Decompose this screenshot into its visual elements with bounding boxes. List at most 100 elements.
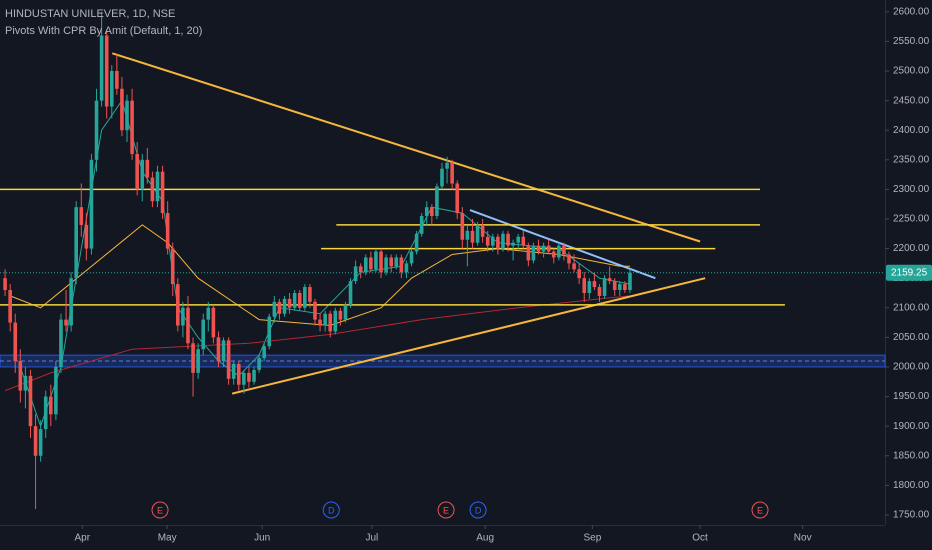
candle-body	[236, 364, 241, 385]
candle-body	[369, 257, 373, 270]
candle-body	[155, 171, 160, 202]
plot	[0, 11, 886, 510]
y-tick-label: 1800.00	[893, 480, 930, 491]
candle-body	[531, 245, 536, 261]
candle-body	[287, 298, 292, 308]
candle-body	[277, 301, 282, 314]
candle-body	[557, 245, 561, 258]
y-tick-label: 1950.00	[893, 391, 930, 402]
candle-body	[181, 307, 185, 326]
trend-line	[469, 209, 656, 280]
candle-body	[38, 429, 43, 456]
candle-body	[176, 284, 180, 326]
candle-body	[170, 248, 175, 285]
candle-body	[612, 281, 617, 291]
y-tick-label: 2300.00	[893, 184, 930, 195]
candle-body	[582, 278, 587, 293]
event-label: D	[328, 505, 335, 515]
candle-body	[435, 186, 439, 217]
candle-body	[399, 257, 404, 273]
candle-body	[440, 168, 444, 187]
x-tick-label: Sep	[583, 533, 601, 544]
candle-body	[140, 159, 145, 190]
candle-body	[201, 319, 206, 350]
candle-body	[485, 236, 490, 246]
y-tick-label: 2250.00	[893, 214, 930, 225]
candle-body	[216, 337, 221, 362]
candle-body	[282, 298, 287, 314]
candle-body	[572, 263, 576, 270]
candle-body	[358, 266, 363, 273]
x-tick-label: Jun	[254, 533, 270, 544]
candle-body	[379, 251, 383, 273]
candle-body	[231, 364, 236, 379]
candle-body	[455, 183, 460, 214]
candle-body	[186, 307, 190, 344]
y-tick-label: 2600.00	[893, 6, 930, 17]
x-tick-label: Aug	[476, 533, 494, 544]
candle-body	[607, 278, 612, 282]
candle-body	[623, 284, 627, 291]
candle-body	[89, 159, 94, 249]
candle-body	[104, 35, 109, 107]
event-marker	[151, 501, 169, 519]
candle-body	[394, 257, 399, 267]
candle-body	[99, 35, 104, 101]
candle-body	[409, 251, 414, 264]
candle-body	[490, 236, 495, 246]
candle-body	[501, 233, 505, 249]
candle-body	[191, 343, 195, 373]
candle-body	[252, 369, 256, 382]
candle-body	[23, 375, 28, 391]
candle-body	[445, 162, 449, 169]
candle-body	[109, 71, 114, 107]
candle-body	[618, 284, 622, 291]
y-tick-label: 2550.00	[893, 36, 930, 47]
candle-body	[69, 278, 73, 326]
candle-body	[338, 310, 343, 320]
candle-body	[115, 71, 119, 89]
candle-body	[475, 224, 480, 243]
candle-body	[577, 269, 581, 279]
y-tick-label: 2350.00	[893, 154, 930, 165]
candle-body	[257, 358, 261, 370]
trend-line	[111, 52, 701, 243]
candle-body	[59, 319, 63, 367]
candle-body	[328, 313, 333, 332]
candle-body	[465, 230, 470, 240]
event-label: E	[443, 505, 449, 515]
candle-body	[353, 266, 358, 282]
event-marker	[469, 501, 487, 519]
y-tick-label: 2450.00	[893, 95, 930, 106]
candle-body	[297, 292, 302, 308]
candle-body	[221, 340, 226, 362]
candle-body	[430, 207, 434, 217]
candle-body	[480, 224, 485, 237]
candle-body	[389, 257, 393, 267]
candle-body	[196, 349, 200, 373]
candle-body	[247, 372, 251, 382]
last-price-label: 2159.25	[891, 267, 928, 278]
candle-body	[308, 287, 312, 302]
y-tick-label: 2200.00	[893, 243, 930, 254]
candle-body	[424, 207, 429, 217]
candle-body	[404, 263, 409, 273]
candle-body	[8, 290, 12, 323]
candle-body	[74, 207, 79, 279]
candle-body	[54, 366, 58, 415]
x-tick-label: Apr	[75, 533, 91, 544]
candle-body	[135, 153, 139, 190]
event-marker	[322, 501, 340, 519]
candle-body	[521, 236, 526, 246]
candle-body	[206, 307, 211, 320]
candle-body	[262, 346, 266, 359]
candle-body	[226, 340, 231, 379]
candle-body	[419, 216, 424, 234]
candle-body	[28, 375, 33, 427]
candle-body	[84, 224, 89, 249]
candle-body	[49, 396, 53, 415]
candle-body	[313, 301, 317, 320]
candle-body	[303, 287, 307, 308]
candle-body	[602, 278, 607, 296]
